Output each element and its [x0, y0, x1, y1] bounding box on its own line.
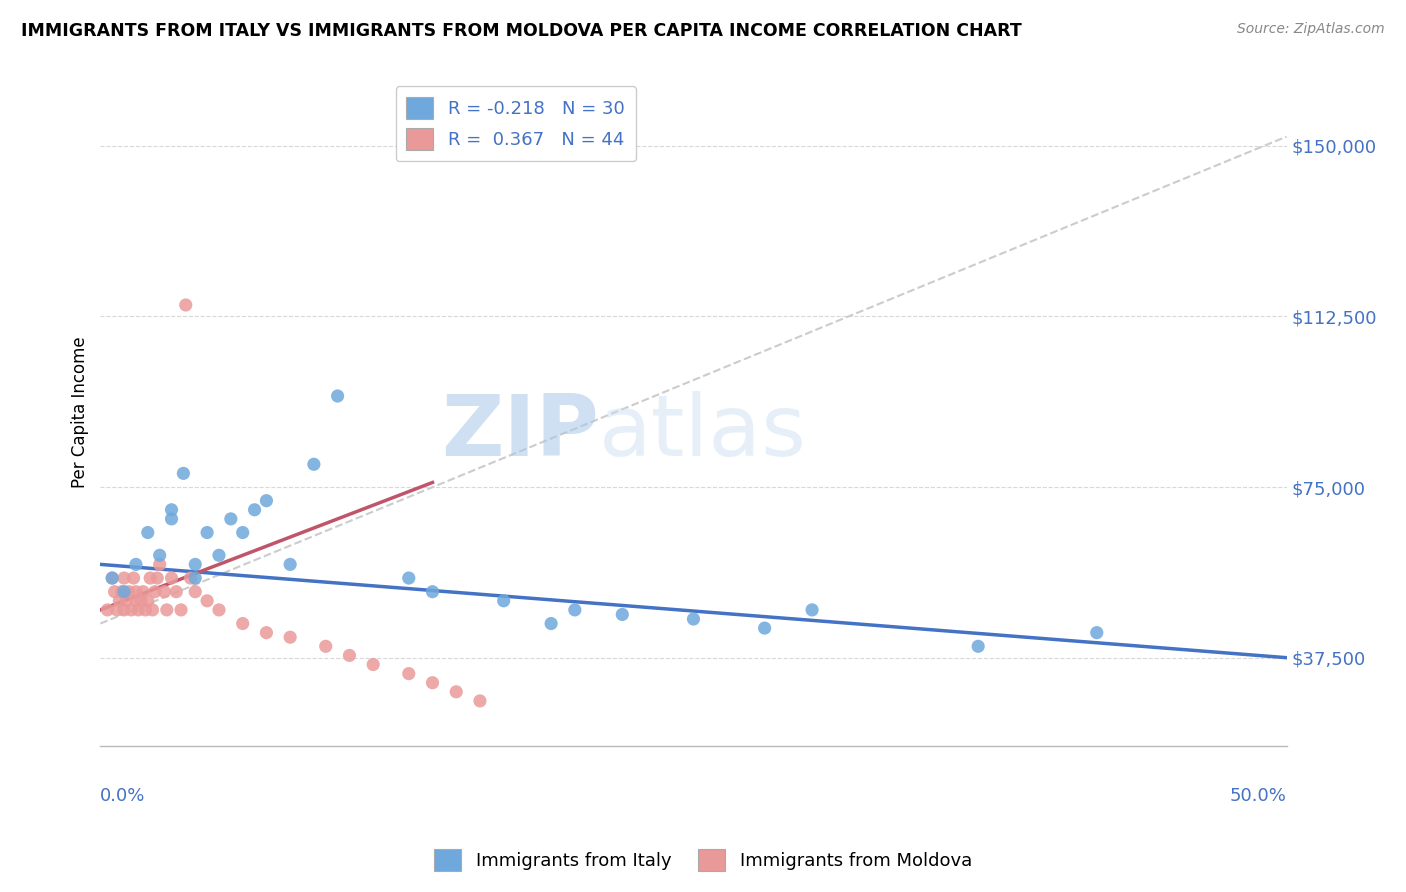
- Point: [232, 525, 254, 540]
- Point: [122, 571, 145, 585]
- Text: ZIP: ZIP: [441, 391, 599, 474]
- Point: [118, 584, 141, 599]
- Point: [101, 571, 124, 585]
- Text: Source: ZipAtlas.com: Source: ZipAtlas.com: [1237, 22, 1385, 37]
- Point: [179, 571, 201, 585]
- Point: [108, 594, 131, 608]
- Point: [468, 694, 491, 708]
- Point: [112, 584, 135, 599]
- Point: [127, 603, 149, 617]
- Text: 50.0%: 50.0%: [1230, 787, 1286, 805]
- Point: [682, 612, 704, 626]
- Text: atlas: atlas: [599, 391, 807, 474]
- Point: [156, 603, 179, 617]
- Point: [564, 603, 586, 617]
- Legend: R = -0.218   N = 30, R =  0.367   N = 44: R = -0.218 N = 30, R = 0.367 N = 44: [395, 87, 636, 161]
- Point: [115, 594, 138, 608]
- Point: [302, 457, 325, 471]
- Legend: Immigrants from Italy, Immigrants from Moldova: Immigrants from Italy, Immigrants from M…: [427, 842, 979, 879]
- Point: [146, 571, 169, 585]
- Point: [172, 467, 194, 481]
- Point: [143, 584, 166, 599]
- Point: [136, 594, 159, 608]
- Point: [132, 584, 155, 599]
- Point: [120, 603, 142, 617]
- Point: [149, 549, 172, 563]
- Point: [153, 584, 176, 599]
- Point: [1085, 625, 1108, 640]
- Point: [125, 594, 148, 608]
- Point: [105, 603, 128, 617]
- Point: [125, 584, 148, 599]
- Point: [111, 584, 134, 599]
- Point: [801, 603, 824, 617]
- Point: [149, 558, 172, 572]
- Point: [101, 571, 124, 585]
- Point: [398, 571, 420, 585]
- Point: [219, 512, 242, 526]
- Point: [141, 603, 163, 617]
- Point: [326, 389, 349, 403]
- Point: [112, 603, 135, 617]
- Point: [195, 594, 218, 608]
- Text: IMMIGRANTS FROM ITALY VS IMMIGRANTS FROM MOLDOVA PER CAPITA INCOME CORRELATION C: IMMIGRANTS FROM ITALY VS IMMIGRANTS FROM…: [21, 22, 1022, 40]
- Point: [136, 525, 159, 540]
- Point: [967, 640, 990, 654]
- Point: [184, 558, 207, 572]
- Point: [612, 607, 634, 622]
- Point: [208, 603, 231, 617]
- Point: [96, 603, 118, 617]
- Point: [444, 685, 467, 699]
- Point: [492, 594, 515, 608]
- Point: [160, 512, 183, 526]
- Point: [254, 493, 277, 508]
- Point: [232, 616, 254, 631]
- Point: [540, 616, 562, 631]
- Point: [165, 584, 187, 599]
- Point: [184, 584, 207, 599]
- Point: [139, 571, 162, 585]
- Point: [339, 648, 361, 663]
- Point: [174, 298, 197, 312]
- Point: [754, 621, 776, 635]
- Point: [422, 675, 444, 690]
- Point: [195, 525, 218, 540]
- Point: [170, 603, 193, 617]
- Point: [160, 503, 183, 517]
- Point: [243, 503, 266, 517]
- Point: [278, 558, 301, 572]
- Point: [103, 584, 125, 599]
- Point: [315, 640, 337, 654]
- Point: [422, 584, 444, 599]
- Text: 0.0%: 0.0%: [100, 787, 146, 805]
- Y-axis label: Per Capita Income: Per Capita Income: [72, 336, 89, 488]
- Point: [278, 630, 301, 644]
- Point: [160, 571, 183, 585]
- Point: [129, 594, 152, 608]
- Point: [254, 625, 277, 640]
- Point: [361, 657, 384, 672]
- Point: [208, 549, 231, 563]
- Point: [134, 603, 156, 617]
- Point: [184, 571, 207, 585]
- Point: [125, 558, 148, 572]
- Point: [398, 666, 420, 681]
- Point: [112, 571, 135, 585]
